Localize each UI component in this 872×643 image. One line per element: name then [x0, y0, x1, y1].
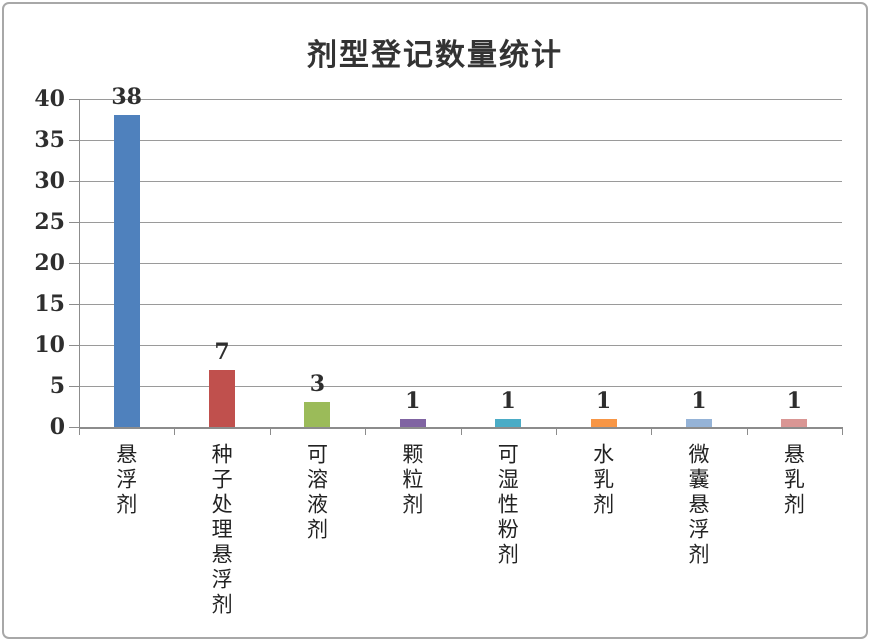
y-axis-tick [69, 263, 79, 264]
x-axis-tick [651, 427, 653, 435]
bar-7 [685, 418, 712, 427]
bar-2 [209, 369, 236, 427]
y-tick-label: 40 [34, 86, 65, 112]
y-axis-tick [69, 427, 79, 428]
y-axis-tick [69, 345, 79, 346]
x-category-label: 悬浮剂 [113, 443, 138, 518]
bar-4 [399, 418, 426, 427]
y-axis-tick [69, 181, 79, 182]
y-tick-label: 10 [34, 332, 65, 358]
y-tick-label: 25 [34, 209, 65, 235]
x-category-label: 微囊悬浮剂 [685, 443, 710, 568]
bar-value-label: 3 [309, 371, 326, 398]
y-axis-line [79, 99, 80, 427]
x-category-label: 水乳剂 [590, 443, 615, 518]
gridline [79, 181, 842, 182]
bar-value-label: 7 [214, 338, 230, 365]
gridline [79, 345, 842, 346]
bar-8 [781, 418, 808, 427]
x-category-label: 悬乳剂 [781, 443, 806, 518]
x-axis-tick [746, 427, 748, 435]
bar-5 [495, 418, 522, 427]
y-tick-label: 5 [49, 373, 65, 399]
plot-area: 0 5 10 15 20 25 30 35 40 38 悬浮剂 7 种子处理悬浮剂 3 可溶液剂 1 颗粒剂 1 可… [4, 4, 866, 637]
bar-value-label: 1 [405, 387, 421, 414]
bar-value-label: 38 [111, 84, 142, 111]
x-axis-tick [555, 427, 557, 435]
bar-value-label: 1 [786, 387, 802, 414]
gridline [79, 304, 842, 305]
y-tick-label: 15 [34, 291, 65, 317]
x-axis-tick [174, 427, 176, 435]
x-category-label: 可湿性粉剂 [495, 443, 520, 568]
y-tick-label: 20 [34, 250, 65, 276]
bar-3 [304, 402, 331, 427]
bar-value-label: 1 [595, 387, 612, 414]
x-axis-tick [842, 427, 843, 435]
y-axis-tick [69, 99, 79, 100]
gridline [79, 140, 842, 141]
y-tick-label: 0 [49, 414, 65, 440]
y-axis-tick [69, 304, 79, 305]
x-axis-tick [460, 427, 462, 435]
x-category-label: 可溶液剂 [304, 443, 329, 543]
x-axis-tick [79, 427, 80, 435]
x-category-label: 种子处理悬浮剂 [209, 443, 234, 618]
gridline [79, 263, 842, 264]
bar-value-label: 1 [500, 387, 516, 414]
gridline [79, 386, 842, 387]
bar-6 [590, 418, 617, 427]
chart-title: 剂型登记数量统计 [307, 38, 563, 73]
gridline [79, 99, 842, 100]
y-axis-tick [69, 386, 79, 387]
x-category-label: 颗粒剂 [399, 443, 424, 518]
y-axis-tick [69, 222, 79, 223]
y-tick-label: 35 [34, 127, 65, 153]
bar-value-label: 1 [691, 387, 707, 414]
x-axis-tick [365, 427, 367, 435]
y-axis-tick [69, 140, 79, 141]
bar-1 [113, 115, 140, 427]
y-tick-label: 30 [34, 168, 65, 194]
gridline [79, 222, 842, 223]
x-axis-tick [269, 427, 271, 435]
